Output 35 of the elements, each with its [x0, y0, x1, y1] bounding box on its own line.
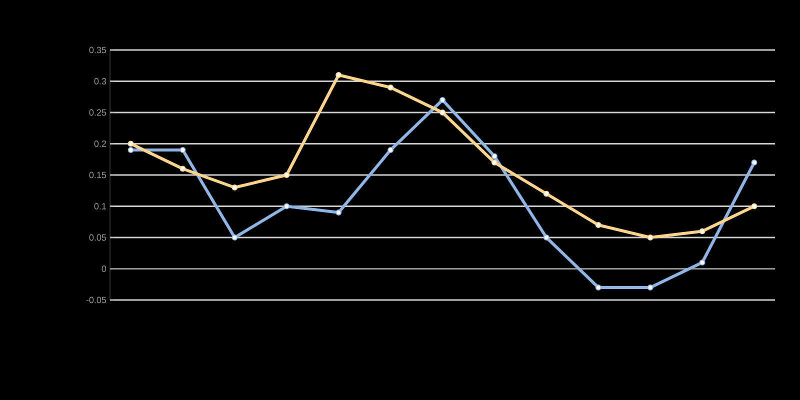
point: [232, 234, 238, 240]
point: [543, 234, 550, 240]
point: [491, 160, 498, 166]
point: [284, 172, 290, 178]
point: [388, 147, 394, 153]
point: [751, 160, 758, 166]
y-tick-label: 0: [102, 266, 106, 272]
point: [491, 153, 498, 160]
point: [336, 72, 342, 78]
point: [128, 140, 134, 147]
point: [232, 184, 238, 190]
y-tick-label: 0.05: [89, 234, 106, 241]
point: [699, 228, 706, 234]
point: [180, 147, 186, 153]
point: [595, 222, 602, 228]
y-tick-label: 0.3: [94, 78, 106, 84]
point: [440, 97, 446, 103]
point: [128, 147, 134, 153]
point: [440, 110, 446, 116]
point: [647, 234, 654, 240]
point: [543, 190, 550, 197]
point: [595, 284, 602, 290]
point: [180, 166, 186, 172]
point: [284, 203, 290, 210]
y-tick-label: 0.15: [89, 172, 106, 178]
y-tick-label: 0.1: [94, 203, 106, 210]
point: [751, 203, 758, 210]
point: [699, 260, 706, 266]
y-tick-label: 0.35: [89, 46, 106, 54]
y-tick-label: 0.2: [94, 140, 106, 147]
point: [388, 84, 394, 90]
point: [647, 284, 654, 290]
y-tick-label: -0.05: [86, 296, 106, 304]
point: [336, 210, 342, 216]
y-tick-label: 0.25: [89, 109, 106, 116]
